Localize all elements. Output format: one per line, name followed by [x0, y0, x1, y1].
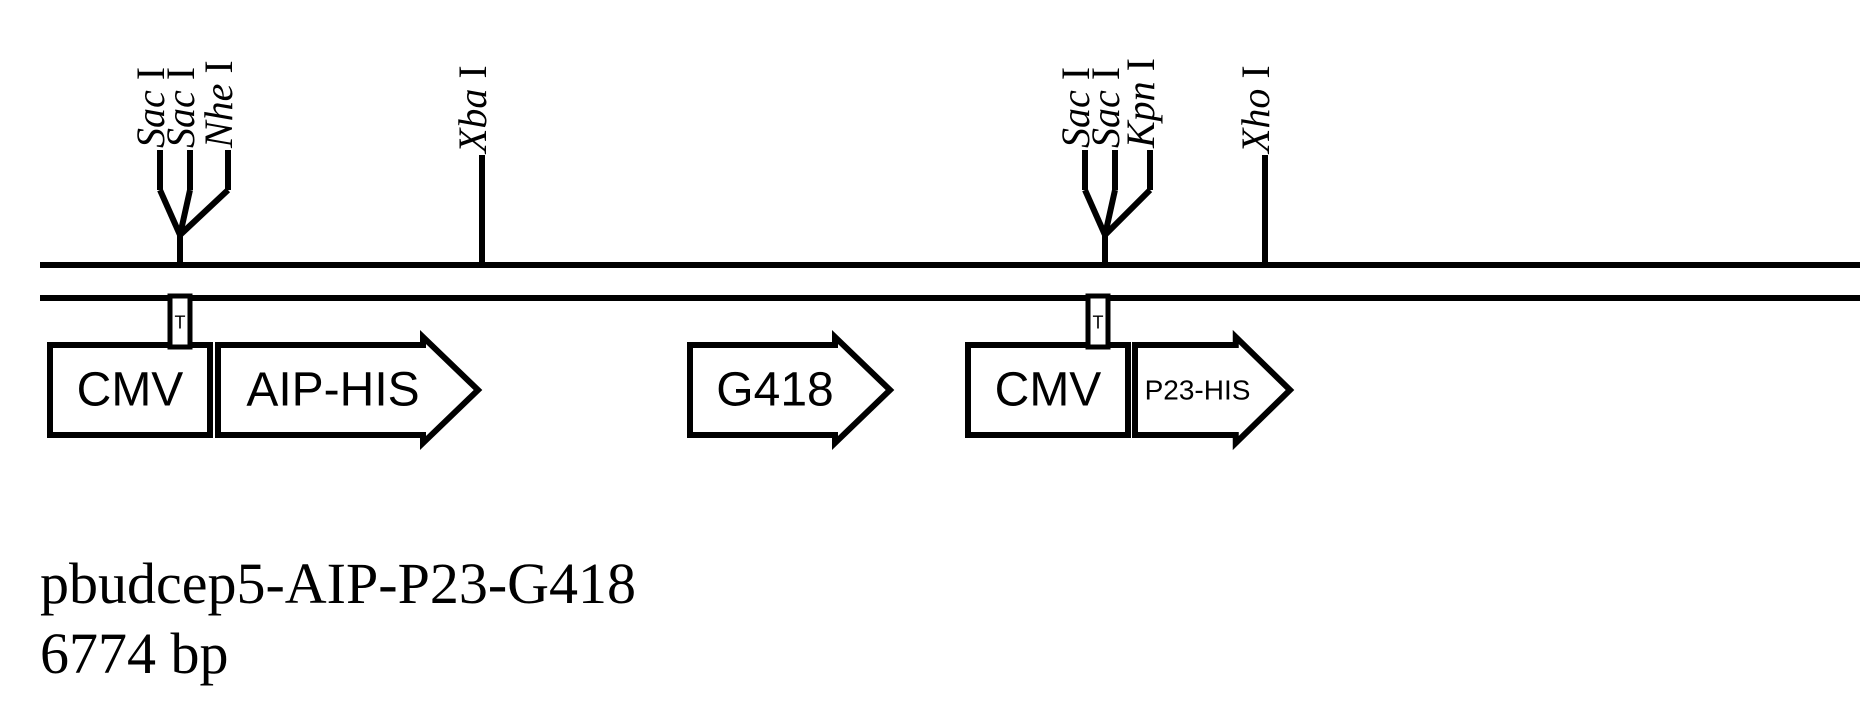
feature-cmv: CMV T [968, 296, 1128, 435]
svg-text:T: T [175, 313, 186, 333]
svg-text:CMV: CMV [77, 364, 184, 417]
enzyme-label-xba: Xba I [449, 65, 496, 153]
svg-text:P23-HIS: P23-HIS [1145, 375, 1251, 406]
plasmid-linear-map: CMVTAIP-HISG418CMVTP23-HIS Sac ISac INhe… [20, 20, 1865, 699]
feature-g418: G418 [690, 337, 890, 443]
svg-text:AIP-HIS: AIP-HIS [246, 364, 419, 417]
feature-aip-his: AIP-HIS [218, 337, 478, 443]
enzyme-label-nhe: Nhe I [195, 60, 242, 148]
svg-text:T: T [1093, 313, 1104, 333]
plasmid-size: 6774 bp [40, 620, 229, 687]
svg-text:CMV: CMV [995, 364, 1102, 417]
feature-cmv: CMV T [50, 296, 210, 435]
feature-p23-his: P23-HIS [1135, 337, 1290, 443]
enzyme-label-kpn: Kpn I [1117, 58, 1164, 148]
plasmid-name: pbudcep5-AIP-P23-G418 [40, 550, 636, 617]
svg-text:G418: G418 [716, 364, 833, 417]
enzyme-label-xho: Xho I [1232, 65, 1279, 153]
